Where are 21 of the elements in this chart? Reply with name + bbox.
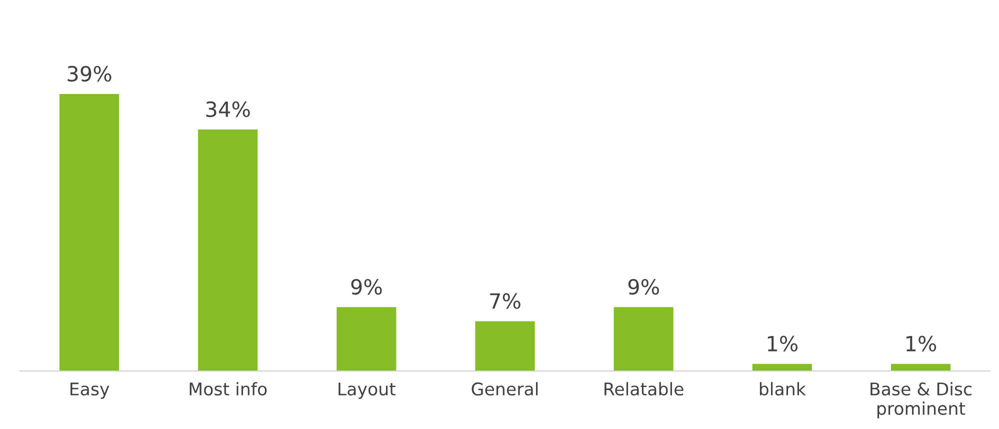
x-tick-label: Easy [70,382,110,399]
bar [59,94,120,371]
bar [336,307,396,371]
data-label: 1% [906,336,936,352]
data-label: 1% [768,336,798,352]
data-label: 7% [490,293,520,309]
bar [475,321,535,371]
data-label: 39% [68,66,112,82]
data-label: 9% [351,278,382,295]
data-label: 9% [628,278,659,295]
x-tick-label: Layout [338,382,396,399]
bar [752,364,812,371]
x-tick-label: blank [760,382,806,396]
x-tick-label: General [472,382,538,396]
x-tick-label: Most info [190,382,267,396]
x-tick-label: Base & Disc prominent [870,382,972,418]
bar [890,364,951,371]
data-label: 34% [206,101,250,118]
x-tick-label: Relatable [604,382,684,396]
bar [198,130,258,371]
bar [614,307,674,371]
